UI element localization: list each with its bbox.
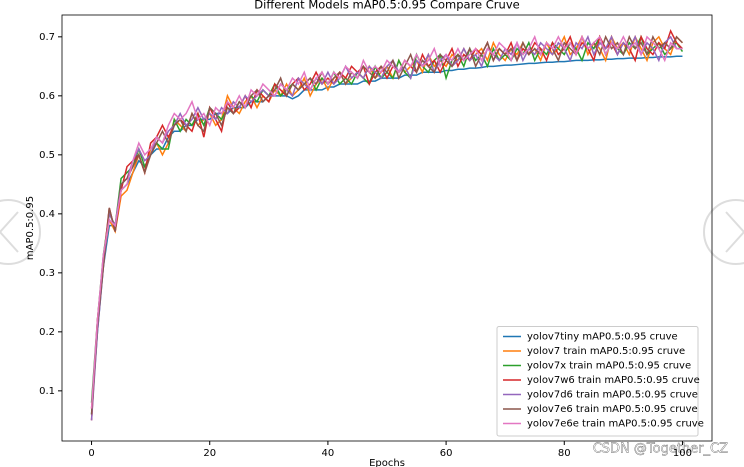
y-tick-label: 0.3: [39, 268, 55, 279]
x-tick-label: 40: [322, 448, 335, 459]
x-tick-label: 60: [440, 448, 453, 459]
x-tick-label: 80: [558, 448, 571, 459]
legend-label: yolov7tiny mAP0.5:0.95 cruve: [527, 332, 678, 343]
x-axis-label: Epochs: [369, 458, 405, 467]
chart-title: Different Models mAP0.5:0.95 Compare Cru…: [254, 0, 519, 12]
legend-label: yolov7w6 train mAP0.5:0.95 cruve: [527, 375, 700, 386]
y-axis-label: mAP0.5:0.95: [25, 196, 36, 260]
plot-frame: [61, 14, 713, 442]
legend-label: yolov7e6e train mAP0.5:0.95 cruve: [527, 419, 704, 430]
legend-label: yolov7e6 train mAP0.5:0.95 cruve: [527, 404, 698, 415]
y-tick-label: 0.4: [39, 209, 55, 220]
legend-label: yolov7x train mAP0.5:0.95 cruve: [527, 361, 691, 372]
y-tick-label: 0.5: [39, 150, 55, 161]
y-tick-label: 0.1: [39, 386, 55, 397]
x-tick-label: 20: [203, 448, 216, 459]
series-line: [90, 34, 683, 409]
y-tick-label: 0.7: [39, 32, 55, 43]
x-tick-label: 0: [88, 448, 94, 459]
carousel-next[interactable]: [703, 199, 744, 265]
next-arrow: [725, 211, 744, 253]
watermark: CSDN @Together_CZ: [593, 442, 728, 457]
legend-label: yolov7 train mAP0.5:0.95 cruve: [527, 346, 685, 357]
carousel-prev[interactable]: [0, 199, 41, 265]
x-tick-label: 100: [673, 448, 692, 459]
y-tick-label: 0.2: [39, 327, 55, 338]
legend-label: yolov7d6 train mAP0.5:0.95 cruve: [527, 390, 698, 401]
prev-arrow: [0, 211, 19, 253]
legend-box: [496, 326, 699, 437]
y-tick-label: 0.6: [39, 91, 55, 102]
